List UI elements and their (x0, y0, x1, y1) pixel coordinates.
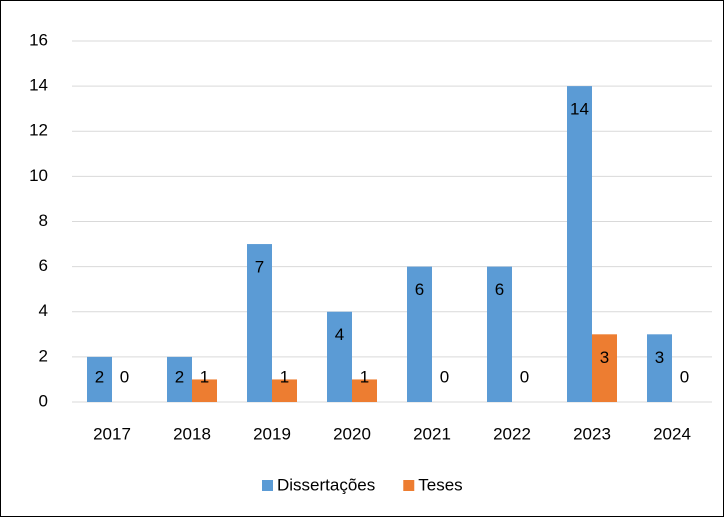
data-label: 2 (175, 367, 184, 386)
y-tick-label: 16 (29, 30, 48, 49)
bar (247, 244, 272, 402)
bar (87, 356, 112, 402)
data-label: 6 (495, 280, 504, 299)
y-tick-label: 8 (39, 211, 48, 230)
y-tick-label: 6 (39, 256, 48, 275)
data-label: 0 (520, 367, 529, 386)
y-tick-label: 12 (29, 121, 48, 140)
bar (327, 311, 352, 402)
data-label: 3 (655, 348, 664, 367)
data-label: 3 (600, 348, 609, 367)
legend-label: Dissertações (277, 475, 375, 494)
bar (567, 86, 592, 402)
legend-label: Teses (418, 475, 462, 494)
x-tick-label: 2020 (333, 424, 371, 443)
y-tick-label: 2 (39, 346, 48, 365)
data-label: 4 (335, 325, 344, 344)
data-label: 14 (570, 100, 589, 119)
data-label: 1 (360, 367, 369, 386)
data-label: 6 (415, 280, 424, 299)
x-tick-label: 2021 (413, 424, 451, 443)
data-label: 1 (200, 367, 209, 386)
y-tick-label: 14 (29, 76, 48, 95)
bar (592, 334, 617, 402)
data-label: 0 (680, 367, 689, 386)
data-label: 7 (255, 258, 264, 277)
x-tick-label: 2024 (653, 424, 691, 443)
x-tick-label: 2017 (93, 424, 131, 443)
x-tick-label: 2022 (493, 424, 531, 443)
bar (407, 266, 432, 402)
data-label: 0 (440, 367, 449, 386)
x-tick-label: 2019 (253, 424, 291, 443)
bar (647, 334, 672, 402)
x-tick-label: 2018 (173, 424, 211, 443)
x-tick-label: 2023 (573, 424, 611, 443)
data-label: 0 (120, 367, 129, 386)
legend-swatch (262, 480, 273, 491)
data-label: 2 (95, 367, 104, 386)
bar (352, 379, 377, 402)
bar (167, 356, 192, 402)
y-tick-label: 10 (29, 166, 48, 185)
legend-swatch (403, 480, 415, 491)
bar (192, 379, 217, 402)
y-tick-label: 4 (39, 301, 48, 320)
y-tick-label: 0 (39, 391, 48, 410)
data-label: 1 (280, 367, 289, 386)
bar (272, 379, 297, 402)
bar (487, 266, 512, 402)
